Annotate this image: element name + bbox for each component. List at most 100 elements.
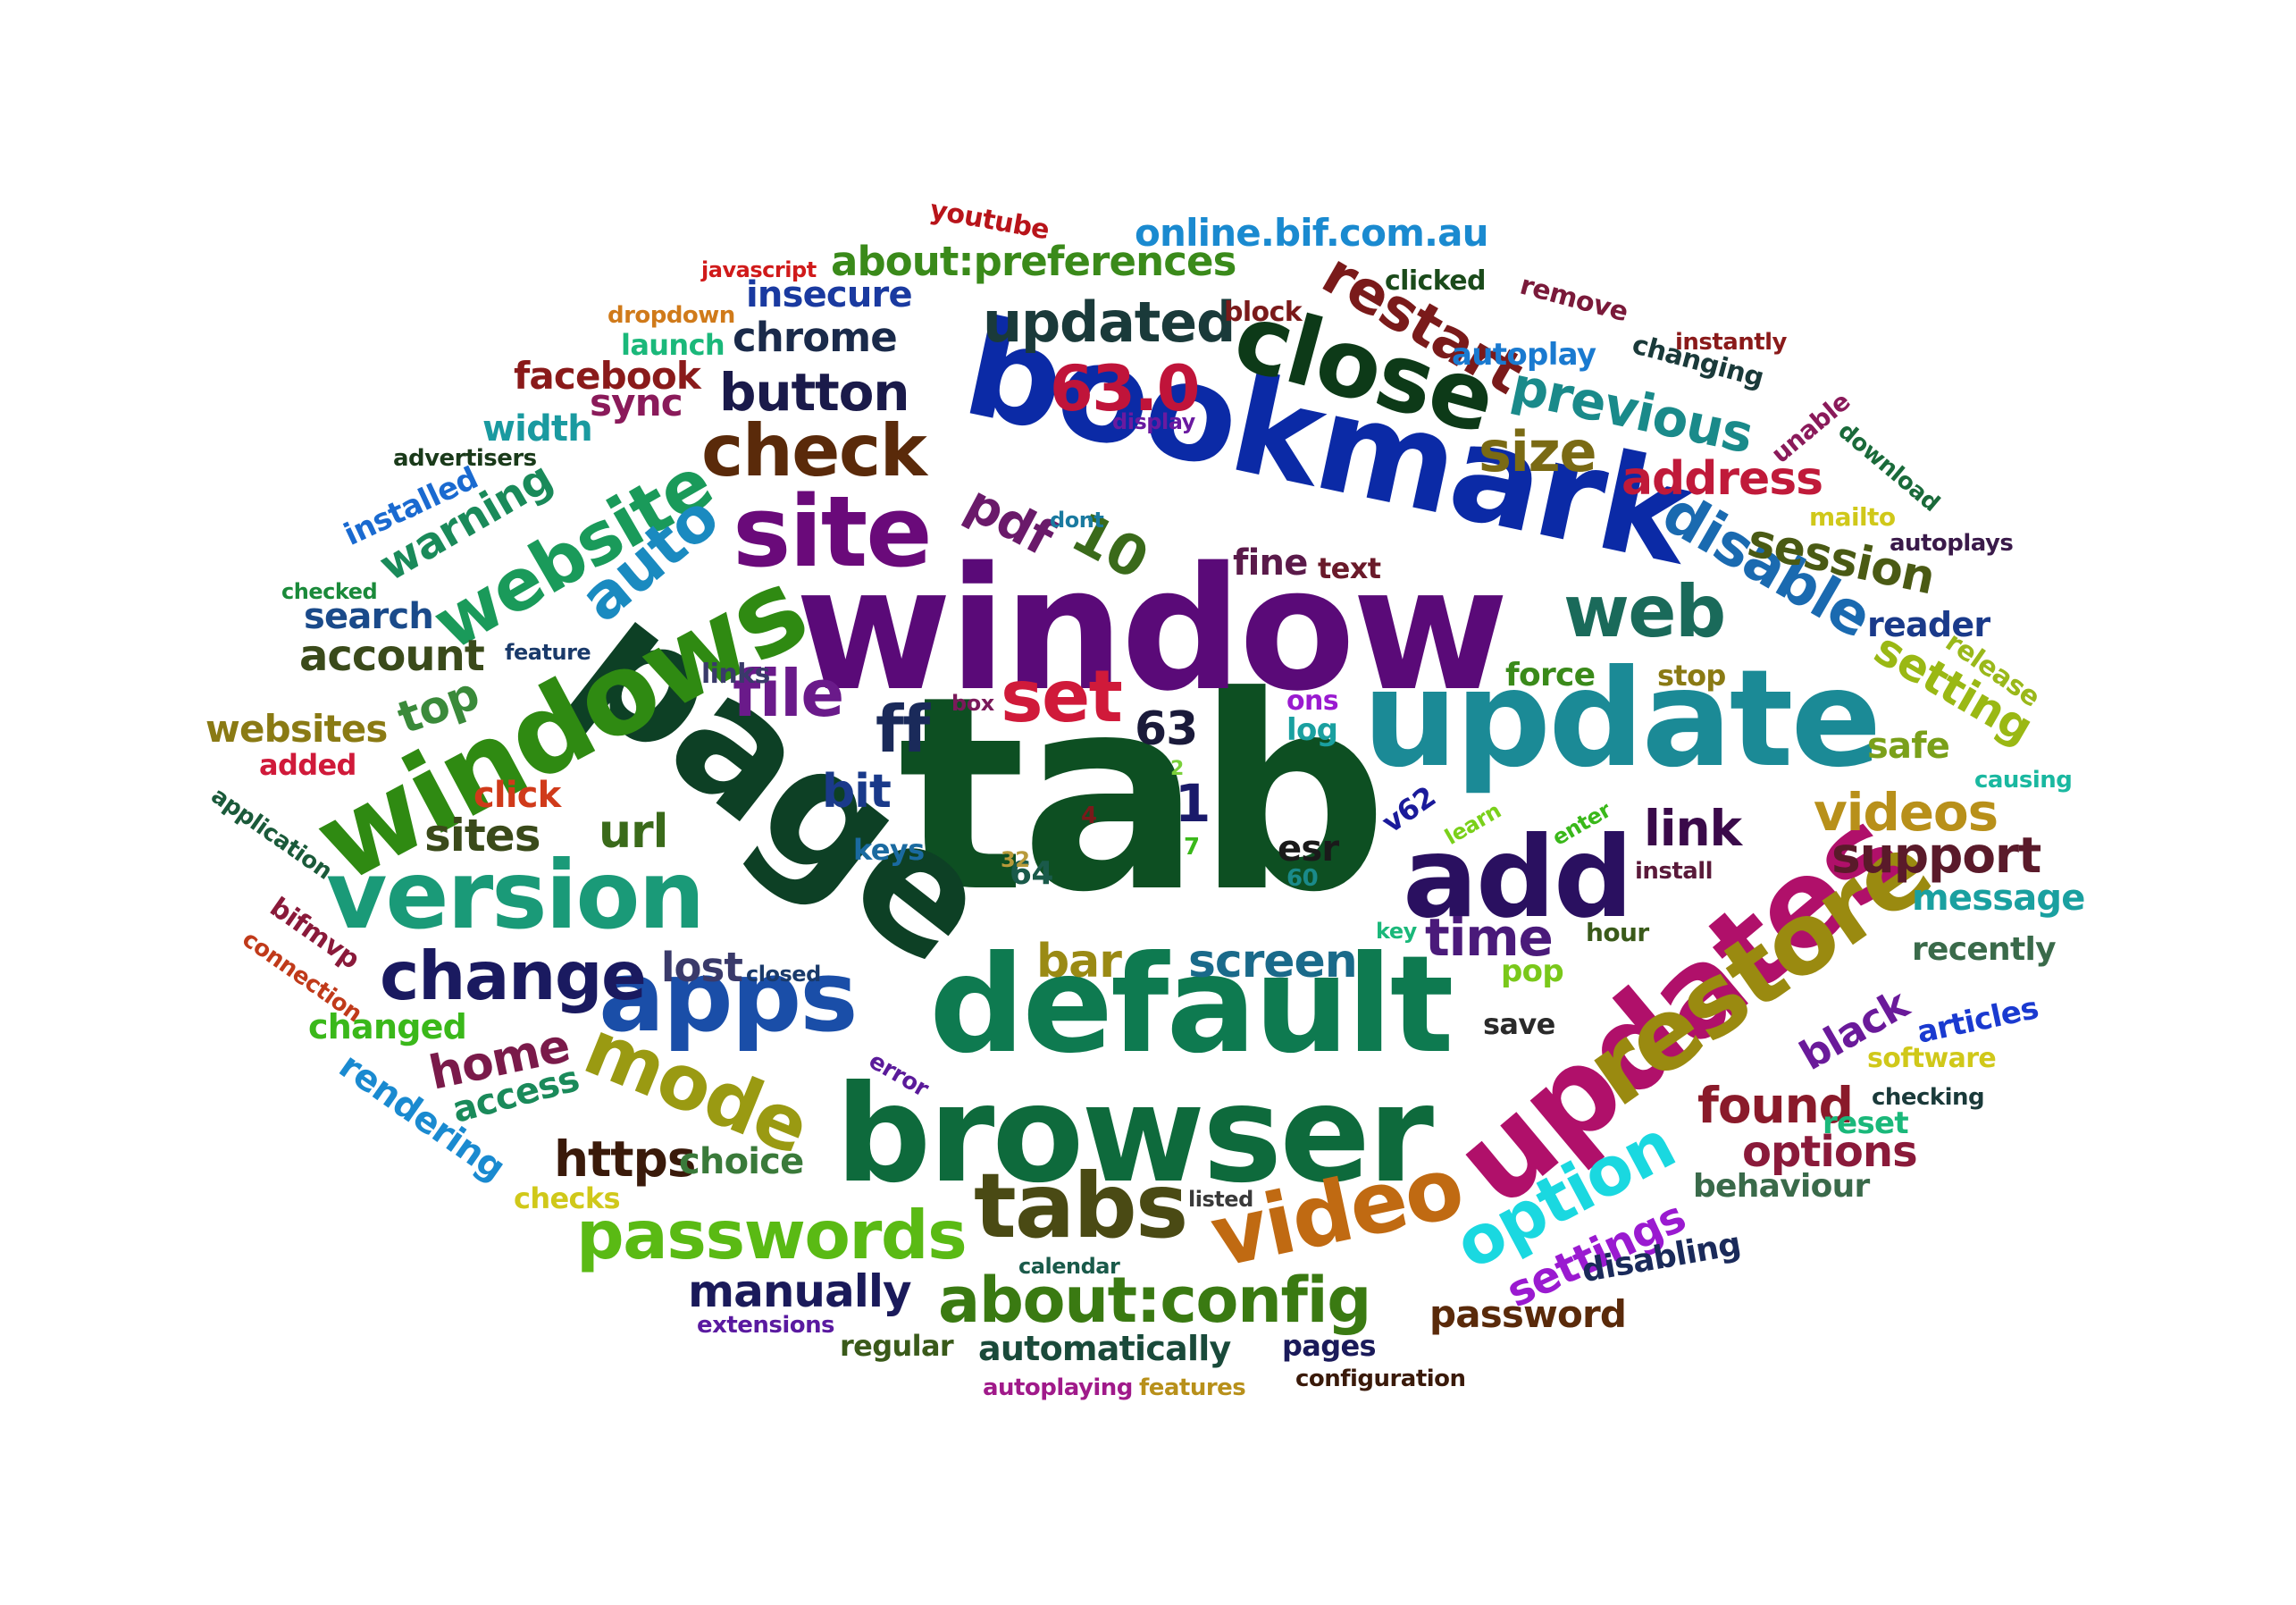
cloud-word: bit xyxy=(822,765,892,819)
cloud-word: launch xyxy=(621,328,725,362)
cloud-word: browser xyxy=(835,1057,1434,1213)
cloud-word: message xyxy=(1912,878,2085,919)
cloud-word: box xyxy=(951,691,994,716)
cloud-word: file xyxy=(733,656,844,731)
cloud-word: 63.0 xyxy=(1050,352,1201,425)
cloud-word: manually xyxy=(688,1265,912,1317)
cloud-word: key xyxy=(1376,919,1417,944)
cloud-word: pop xyxy=(1501,954,1564,989)
cloud-word: videos xyxy=(1814,782,1999,843)
cloud-word: configuration xyxy=(1295,1366,1466,1392)
cloud-word: recently xyxy=(1912,931,2057,968)
cloud-word: version xyxy=(326,841,705,950)
cloud-word: fine xyxy=(1233,542,1308,584)
cloud-word: articles xyxy=(1914,990,2041,1051)
cloud-word: download xyxy=(1832,417,1945,517)
cloud-word: window xyxy=(795,531,1509,728)
cloud-word: updated xyxy=(983,290,1236,355)
cloud-word: block xyxy=(1224,297,1303,328)
cloud-word: safe xyxy=(1867,726,1950,767)
cloud-word: size xyxy=(1479,419,1597,484)
cloud-word: options xyxy=(1742,1127,1918,1177)
cloud-word: sites xyxy=(424,810,540,861)
cloud-word: advertisers xyxy=(393,445,537,472)
cloud-word: display xyxy=(1112,409,1195,434)
cloud-word: mailto xyxy=(1809,502,1896,532)
cloud-word: change xyxy=(380,937,647,1015)
cloud-word: text xyxy=(1318,551,1381,585)
cloud-word: account xyxy=(299,631,485,681)
cloud-word: 63 xyxy=(1135,702,1198,756)
cloud-word: tab xyxy=(898,639,1388,951)
cloud-word: chrome xyxy=(733,314,898,361)
cloud-word: install xyxy=(1635,858,1714,885)
cloud-word: automatically xyxy=(978,1329,1231,1368)
cloud-word: added xyxy=(259,748,356,782)
cloud-word: 4 xyxy=(1081,802,1097,829)
cloud-word: ff xyxy=(876,692,930,767)
cloud-word: insecure xyxy=(746,274,913,315)
cloud-word: links xyxy=(701,659,770,690)
cloud-word: check xyxy=(701,409,927,492)
cloud-word: regular xyxy=(840,1329,954,1363)
cloud-word: closed xyxy=(746,962,821,987)
cloud-word: 60 xyxy=(1286,865,1319,892)
cloud-word: 2 xyxy=(1170,758,1184,780)
cloud-word: link xyxy=(1644,800,1742,857)
cloud-word: log xyxy=(1286,712,1338,748)
cloud-word: width xyxy=(482,408,593,450)
cloud-word: password xyxy=(1429,1292,1627,1336)
cloud-word: 32 xyxy=(1001,847,1030,872)
cloud-word: add xyxy=(1403,813,1633,943)
cloud-word: autoplay xyxy=(1452,337,1596,373)
cloud-word: javascript xyxy=(701,257,817,282)
cloud-word: dropdown xyxy=(608,302,735,329)
cloud-word: software xyxy=(1867,1043,1997,1074)
cloud-word: behaviour xyxy=(1693,1168,1870,1205)
cloud-word: dont xyxy=(1050,508,1104,533)
cloud-word: keys xyxy=(853,833,925,867)
cloud-word: force xyxy=(1505,657,1596,693)
cloud-word: lost xyxy=(661,944,743,991)
cloud-word: save xyxy=(1483,1007,1555,1041)
cloud-word: support xyxy=(1831,827,2041,884)
cloud-word: features xyxy=(1139,1374,1246,1401)
cloud-word: feature xyxy=(505,640,591,665)
cloud-word: button xyxy=(719,362,910,423)
cloud-word: listed xyxy=(1188,1187,1253,1212)
cloud-word: calendar xyxy=(1018,1254,1120,1279)
cloud-word: choice xyxy=(679,1141,804,1182)
cloud-word: pages xyxy=(1282,1329,1377,1363)
cloud-word: checked xyxy=(281,579,378,604)
cloud-word: search xyxy=(304,596,434,637)
cloud-word: click xyxy=(473,775,561,816)
cloud-word: remove xyxy=(1516,269,1631,329)
cloud-word: checking xyxy=(1872,1084,1985,1111)
cloud-word: default xyxy=(929,928,1454,1083)
cloud-word: 1 xyxy=(1175,773,1211,834)
cloud-word: checks xyxy=(514,1181,621,1215)
cloud-word: autoplays xyxy=(1890,530,2014,557)
cloud-word: 64 xyxy=(1010,855,1053,892)
cloud-word: reader xyxy=(1867,605,1990,644)
cloud-word: extensions xyxy=(697,1312,835,1339)
cloud-word: apps xyxy=(599,939,859,1054)
cloud-word: web xyxy=(1563,570,1726,653)
cloud-word: found xyxy=(1697,1077,1854,1134)
cloud-word: sync xyxy=(590,381,683,424)
cloud-word: https xyxy=(554,1130,696,1188)
cloud-word: url xyxy=(599,805,668,859)
cloud-word: instantly xyxy=(1675,329,1788,356)
cloud-word: stop xyxy=(1657,659,1726,693)
cloud-word: esr xyxy=(1278,828,1339,870)
cloud-word: set xyxy=(1001,655,1123,738)
cloud-word: update xyxy=(1362,642,1881,797)
cloud-word: passwords xyxy=(576,1196,968,1274)
cloud-word: online.bif.com.au xyxy=(1135,211,1489,255)
cloud-word: ons xyxy=(1286,685,1339,717)
cloud-word: address xyxy=(1621,452,1823,506)
cloud-word: about:preferences xyxy=(831,238,1236,285)
cloud-word: facebook xyxy=(514,354,701,398)
cloud-word: tabs xyxy=(974,1154,1188,1258)
